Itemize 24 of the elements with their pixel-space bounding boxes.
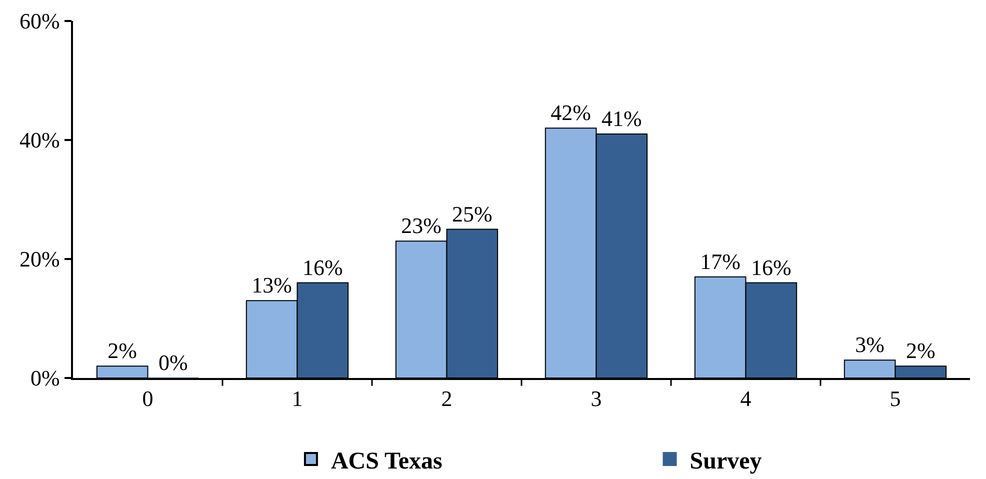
x-tick-label: 1 [292,386,303,412]
data-label: 25% [452,201,492,226]
data-label: 13% [252,272,292,298]
y-tick-label: 20% [20,246,60,272]
data-label: 16% [302,254,343,280]
data-label: 2% [906,338,936,364]
data-label: 41% [602,106,642,132]
x-tick-label: 3 [590,386,602,412]
data-label: 17% [700,248,740,274]
data-label: 42% [550,100,591,126]
data-label: 2% [108,338,137,364]
x-tick-label: 4 [740,386,752,412]
y-tick-label: 0% [30,366,60,391]
data-label: 23% [401,213,442,238]
y-tick-label: 60% [20,8,60,34]
legend-label: ACS Texas [330,448,442,474]
data-label: 16% [751,254,792,280]
x-tick-label: 0 [142,386,154,412]
data-label: 3% [855,332,884,358]
data-label: 0% [158,350,188,375]
legend-label: Survey [690,448,762,474]
y-tick-label: 40% [20,128,60,153]
x-tick-label: 2 [441,386,452,412]
x-tick-label: 5 [890,386,901,412]
